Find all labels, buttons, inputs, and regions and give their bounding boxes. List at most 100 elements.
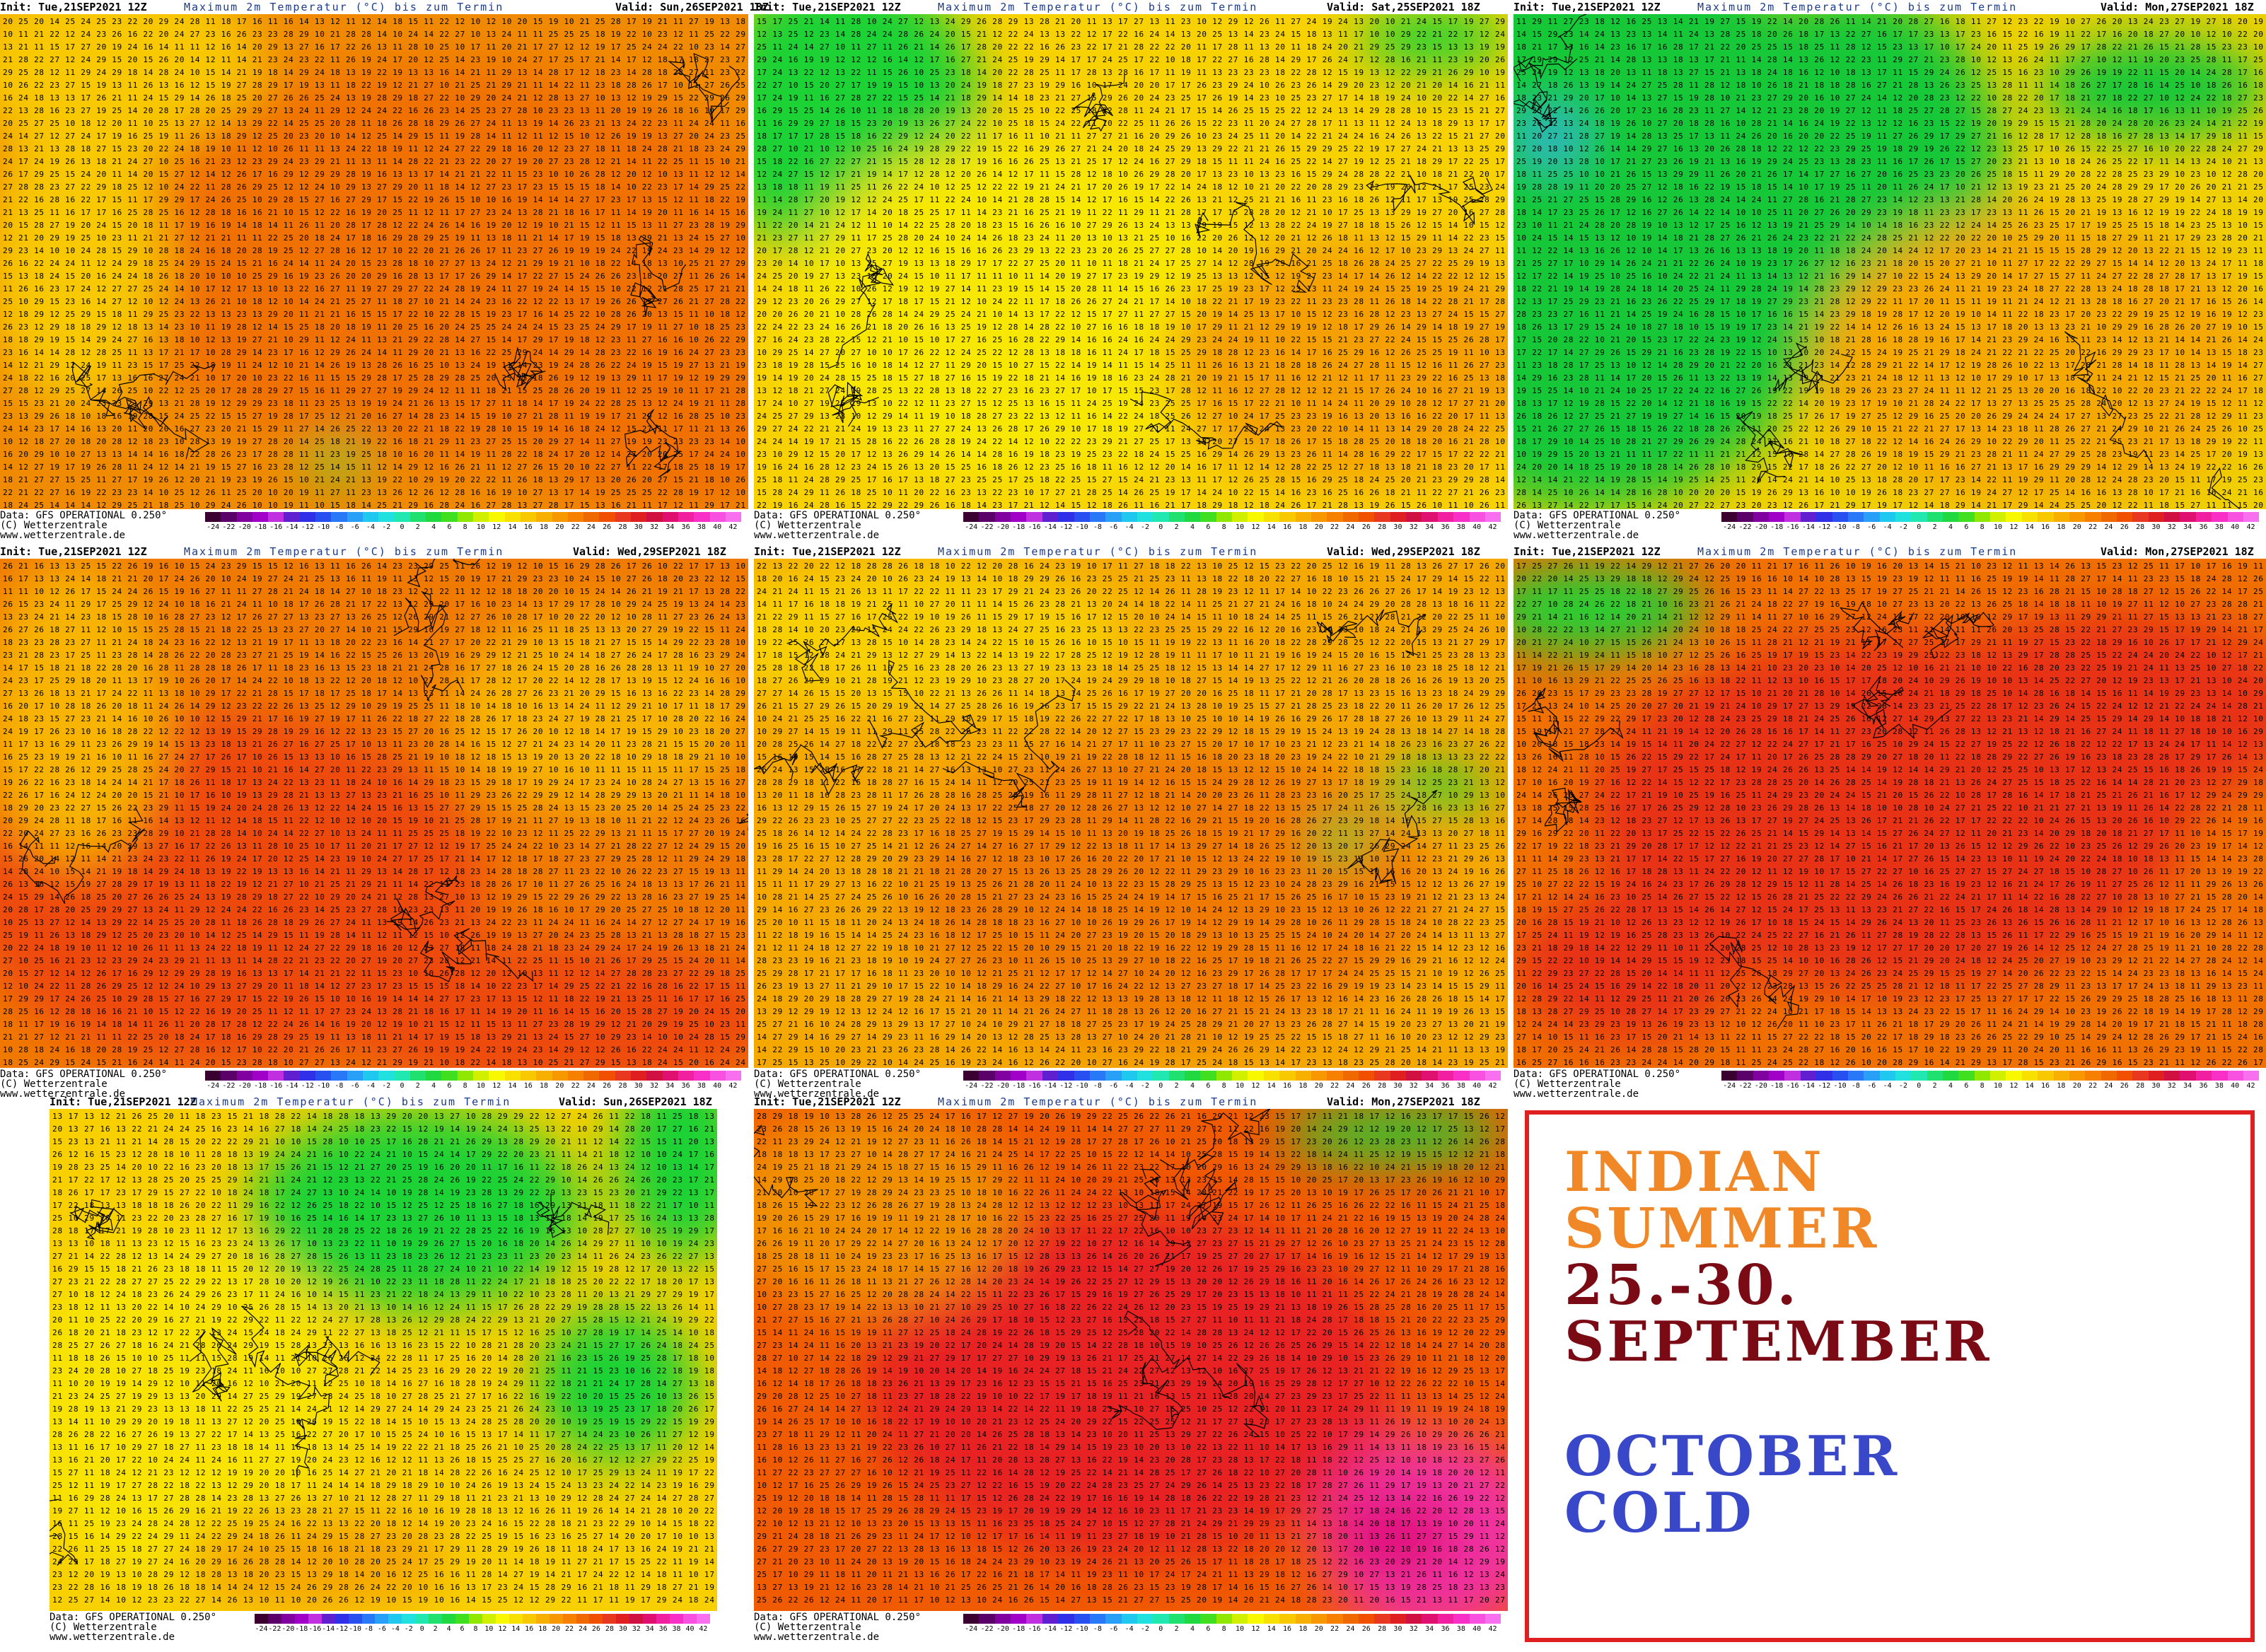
scale-swatch <box>441 512 458 522</box>
grid-values: 17 22 17 14 27 29 26 15 29 21 16 23 28 1… <box>1516 348 2263 357</box>
panel-valid-time: Valid: Wed,29SEP2021 18Z <box>573 545 726 559</box>
scale-label: -16 <box>308 1625 322 1633</box>
grid-values: 15 11 11 17 29 27 13 16 22 10 21 25 19 1… <box>757 880 1505 889</box>
scale-label: -8 <box>1090 1625 1105 1633</box>
grid-values: 18 13 28 27 29 25 10 28 27 14 17 23 29 2… <box>1516 1007 2263 1016</box>
scale-label: 24 <box>1342 523 1358 531</box>
scale-swatch <box>1026 512 1042 522</box>
grid-values: 28 29 18 19 10 13 28 26 12 25 25 24 17 1… <box>757 1112 1505 1121</box>
scale-label: 6 <box>441 1082 457 1090</box>
grid-values: 17 24 10 27 19 26 19 13 10 22 12 11 23 2… <box>757 399 1505 408</box>
scale-label: 32 <box>1406 1625 1422 1633</box>
scale-swatch <box>1232 1614 1248 1624</box>
grid-values: 23 28 17 22 27 12 28 29 20 29 23 29 14 1… <box>757 854 1505 863</box>
grid-values: 20 15 27 12 14 12 26 17 16 29 12 29 29 2… <box>3 969 745 978</box>
grid-values: 26 13 16 12 15 19 27 28 29 17 19 13 11 1… <box>3 880 745 889</box>
data-source: Data: GFS OPERATIONAL 0.250° <box>754 1612 921 1622</box>
scale-swatch <box>1911 1071 1927 1081</box>
coastline <box>19 807 146 904</box>
scale-label: 36 <box>2195 1082 2211 1090</box>
scale-label: 28 <box>1374 1082 1390 1090</box>
temperature-map: 17 25 27 26 11 19 22 14 29 12 21 27 26 2… <box>1513 559 2266 1068</box>
scale-label: 30 <box>2148 523 2163 531</box>
grid-values: 21 13 25 11 16 17 17 16 25 28 25 16 12 2… <box>3 208 745 217</box>
coastline <box>386 875 460 937</box>
grid-values: 11 27 22 23 27 27 27 16 10 12 21 19 25 1… <box>757 1468 1505 1477</box>
scale-label: 28 <box>1374 523 1390 531</box>
scale-label: 6 <box>1200 523 1216 531</box>
scale-label: 38 <box>2212 523 2227 531</box>
scale-label: -10 <box>349 1625 362 1633</box>
temperature-zone <box>866 1209 1395 1561</box>
grid-values: 20 22 24 18 19 10 11 12 10 26 11 11 13 2… <box>3 943 745 953</box>
scale-label: -20 <box>995 1082 1011 1090</box>
forecast-panel-p2: Init: Tue,21SEP2021 12Z Maximum 2m Temper… <box>754 0 1508 540</box>
scale-label: 42 <box>1484 1625 1500 1633</box>
scale-swatch <box>725 1071 742 1081</box>
scale-label: -20 <box>995 523 1011 531</box>
grid-values: 10 23 23 15 27 16 25 12 20 28 28 24 14 2… <box>757 1290 1505 1299</box>
copyright: (C) Wetterzentrale <box>0 520 167 530</box>
scale-label: 34 <box>643 1625 656 1633</box>
scale-swatch <box>1248 512 1264 522</box>
grid-values: 26 26 19 11 20 17 29 22 14 27 20 16 13 2… <box>757 1239 1505 1248</box>
scale-swatch <box>979 1614 995 1624</box>
coastline <box>754 744 864 796</box>
scale-swatch <box>429 1614 443 1624</box>
scale-label: -14 <box>1801 523 1816 531</box>
scale-swatch <box>1721 512 1738 522</box>
scale-swatch <box>205 512 221 522</box>
grid-values: 17 18 15 12 28 24 21 29 13 12 27 29 14 1… <box>757 651 1505 660</box>
temperature-zone <box>1168 237 1508 484</box>
scale-label: -10 <box>1074 1625 1089 1633</box>
scale-label: -4 <box>388 1625 402 1633</box>
grid-values: 17 25 27 26 11 19 22 14 29 12 21 27 26 2… <box>1516 562 2263 571</box>
scale-label: -24 <box>205 1082 221 1090</box>
temperature-map: 20 25 20 14 25 24 25 23 22 20 29 24 28 1… <box>0 14 748 509</box>
scale-label: -22 <box>1737 1082 1753 1090</box>
scale-label: 2 <box>410 523 426 531</box>
scale-swatch <box>709 512 726 522</box>
grid-values: 23 22 28 16 18 19 18 26 18 18 14 14 24 1… <box>52 1583 714 1592</box>
message-line-dates: 25.-30. <box>1564 1253 1799 1317</box>
scale-swatch <box>963 1614 980 1624</box>
grid-values: 26 20 23 15 17 29 23 23 28 19 27 27 12 1… <box>1516 689 2263 698</box>
scale-label: 2 <box>1927 1082 1942 1090</box>
grid-values: 27 11 25 18 26 12 16 17 18 28 13 11 24 2… <box>1516 867 2263 876</box>
temperature-zone <box>182 1511 451 1611</box>
scale-swatch <box>562 1614 576 1624</box>
grid-values: 23 10 11 21 24 28 20 28 19 10 13 12 17 2… <box>1516 221 2263 230</box>
grid-values: 28 28 29 18 11 22 15 18 28 27 16 15 24 1… <box>757 778 1505 787</box>
grid-values: 10 28 22 22 13 14 27 21 12 14 20 24 10 1… <box>1516 625 2263 634</box>
data-source: Data: GFS OPERATIONAL 0.250° <box>0 1069 167 1079</box>
data-source: Data: GFS OPERATIONAL 0.250° <box>0 511 167 520</box>
grid-values: 11 26 16 23 17 24 12 27 27 25 24 14 10 1… <box>3 284 745 293</box>
coastline <box>668 53 740 124</box>
scale-label: 34 <box>662 1082 678 1090</box>
scale-swatch <box>335 1614 349 1624</box>
scale-swatch <box>442 1614 456 1624</box>
scale-swatch <box>1342 512 1359 522</box>
panel-init-time: Init: Tue,21SEP2021 12Z <box>1513 0 1661 14</box>
panel-init-time: Init: Tue,21SEP2021 12Z <box>0 0 147 14</box>
grid-values: 16 25 27 16 16 16 23 23 24 24 14 20 29 1… <box>1516 1058 2263 1067</box>
grid-values: 15 26 20 14 12 11 14 21 23 24 23 22 11 2… <box>3 854 745 863</box>
scale-label: -10 <box>1074 1082 1089 1090</box>
scale-swatch <box>520 1071 537 1081</box>
grid-values: 22 24 22 23 24 16 26 21 18 20 26 16 13 2… <box>757 322 1505 332</box>
grid-values: 10 12 18 27 20 18 20 28 12 18 23 10 28 1… <box>3 437 745 446</box>
scale-label: 14 <box>504 1082 520 1090</box>
grid-values: 25 19 11 26 13 18 29 12 25 20 23 20 10 1… <box>3 931 745 940</box>
scale-swatch <box>670 1614 683 1624</box>
grid-values: 12 14 14 21 22 14 19 28 15 14 19 25 14 2… <box>1516 475 2263 484</box>
coastline <box>1522 687 1624 762</box>
scale-swatch <box>1216 1071 1233 1081</box>
scale-swatch <box>1200 512 1216 522</box>
scale-label: 24 <box>576 1625 590 1633</box>
scale-label: 16 <box>2038 523 2053 531</box>
scale-label: -22 <box>979 1625 994 1633</box>
scale-swatch <box>2069 1071 2086 1081</box>
scale-label: -14 <box>284 523 299 531</box>
scale-label: -2 <box>1895 523 1911 531</box>
scale-swatch <box>1484 1071 1501 1081</box>
